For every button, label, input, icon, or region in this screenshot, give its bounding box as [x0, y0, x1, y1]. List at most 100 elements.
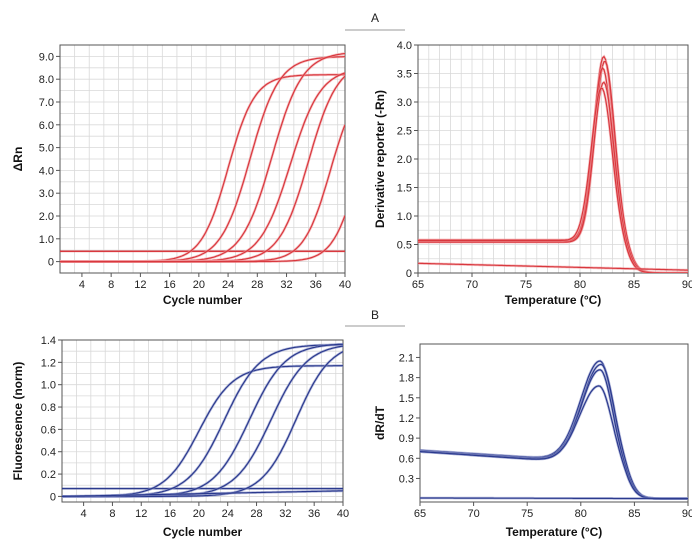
series-line-shadow	[60, 75, 345, 263]
x-tick-label: 24	[222, 279, 234, 291]
series-line	[420, 497, 688, 500]
plot-frame	[61, 339, 344, 503]
x-tick-label: 32	[279, 508, 291, 520]
x-tick-label: 24	[222, 508, 234, 520]
x-tick-label: 65	[412, 279, 424, 291]
series-group	[60, 52, 345, 263]
y-tick-label: 1.2	[399, 413, 414, 425]
chart-b-melt-curve: 65 70 75 80 85 90 0.3 0.6 0.9 1.2 1.5 1.8 2.1 Tempera…	[373, 343, 692, 539]
x-tick-label: 12	[135, 508, 147, 520]
y-tick-label: 1.8	[399, 373, 414, 385]
chart-a-amplification: 4 8 12 16 20 24 28 32 36 40 0 1.0 2.0 3.0 4.0 5.0 6.0 7.0…	[11, 44, 351, 307]
x-tick-label: 40	[339, 279, 351, 291]
plot-frame	[59, 44, 346, 274]
series-line-shadow	[420, 384, 688, 500]
series-line	[420, 363, 688, 500]
y-tick-label: 1.5	[397, 183, 412, 195]
y-tick-label: 0.4	[41, 447, 56, 459]
x-tick-label: 80	[574, 279, 586, 291]
y-tick-label: 1.0	[39, 234, 54, 246]
x-axis-label: Temperature (°C)	[505, 293, 602, 307]
x-tick-label: 85	[628, 508, 640, 520]
y-tick-label: 0.5	[397, 240, 412, 252]
y-axis-label: dR/dT	[373, 405, 387, 440]
series-line	[60, 74, 345, 263]
series-line-shadow	[60, 73, 345, 263]
y-tick-label: 2.5	[397, 126, 412, 138]
x-tick-label: 28	[251, 279, 263, 291]
x-tick-label: 36	[310, 279, 322, 291]
x-tick-label: 90	[682, 279, 692, 291]
y-tick-label: 0.6	[399, 453, 414, 465]
y-axis-label: Fluorescence (norm)	[11, 362, 25, 481]
x-tick-label: 32	[280, 279, 292, 291]
x-tick-label: 20	[193, 508, 205, 520]
x-tick-label: 85	[628, 279, 640, 291]
x-tick-label: 90	[682, 508, 692, 520]
y-tick-label: 5.0	[39, 143, 54, 155]
series-line	[60, 72, 345, 263]
y-tick-label: 2.1	[399, 352, 414, 364]
series-group	[420, 359, 688, 500]
series-group	[62, 342, 343, 498]
y-tick-label: 1.4	[41, 335, 56, 347]
y-tick-label: 2.0	[397, 154, 412, 166]
y-tick-label: 0.9	[399, 433, 414, 445]
series-line-shadow	[60, 52, 345, 263]
x-tick-label: 70	[467, 508, 479, 520]
x-tick-label: 8	[109, 508, 115, 520]
panel-label-b: B	[371, 308, 379, 322]
y-tick-label: 7.0	[39, 97, 54, 109]
series-line	[62, 365, 343, 497]
series-line	[60, 75, 345, 263]
y-tick-label: 6.0	[39, 120, 54, 132]
y-tick-label: 9.0	[39, 51, 54, 63]
x-tick-label: 80	[575, 508, 587, 520]
series-line	[60, 53, 345, 263]
x-tick-label: 65	[414, 508, 426, 520]
y-tick-label: 0	[48, 257, 54, 269]
x-tick-label: 16	[164, 508, 176, 520]
series-line-shadow	[420, 359, 688, 500]
x-axis-label: Temperature (°C)	[506, 525, 603, 539]
x-tick-label: 28	[250, 508, 262, 520]
y-tick-label: 0	[50, 491, 56, 503]
y-tick-label: 0.6	[41, 424, 56, 436]
x-tick-label: 75	[520, 279, 532, 291]
y-tick-label: 3.0	[39, 188, 54, 200]
y-tick-label: 0	[406, 268, 412, 280]
series-line	[420, 360, 688, 500]
series-line-shadow	[420, 368, 688, 500]
y-tick-label: 1.0	[397, 211, 412, 223]
y-tick-label: 0.8	[41, 402, 56, 414]
x-tick-label: 70	[466, 279, 478, 291]
plot-frame	[419, 343, 689, 503]
x-tick-label: 75	[521, 508, 533, 520]
x-tick-label: 8	[108, 279, 114, 291]
y-axis-label: Derivative reporter (-Rn)	[373, 90, 387, 228]
x-tick-label: 16	[163, 279, 175, 291]
x-tick-label: 40	[337, 508, 349, 520]
y-tick-label: 3.0	[397, 97, 412, 109]
y-axis-label: ΔRn	[11, 147, 25, 172]
y-tick-label: 1.0	[41, 380, 56, 392]
series-line	[418, 262, 688, 271]
grid	[61, 339, 343, 502]
x-axis-label: Cycle number	[163, 525, 243, 539]
series-line	[60, 215, 345, 263]
panel-label-a: A	[371, 11, 379, 25]
x-tick-label: 36	[308, 508, 320, 520]
x-tick-label: 12	[134, 279, 146, 291]
y-tick-label: 4.0	[397, 40, 412, 52]
chart-a-melt-curve: 65 70 75 80 85 90 0 0.5 1.0 1.5 2.0 2.5 3.0 3.5 4.0 Tem…	[373, 40, 692, 307]
x-axis-label: Cycle number	[163, 293, 243, 307]
x-tick-label: 4	[79, 279, 85, 291]
y-tick-label: 0.2	[41, 469, 56, 481]
chart-b-amplification: 4 8 12 16 20 24 28 32 36 40 0 0.2 0.4 0.6 0.8 1.0 1.2 1.4…	[11, 335, 349, 539]
series-group	[418, 54, 688, 273]
series-line	[62, 490, 343, 497]
x-tick-label: 20	[193, 279, 205, 291]
y-tick-label: 4.0	[39, 165, 54, 177]
